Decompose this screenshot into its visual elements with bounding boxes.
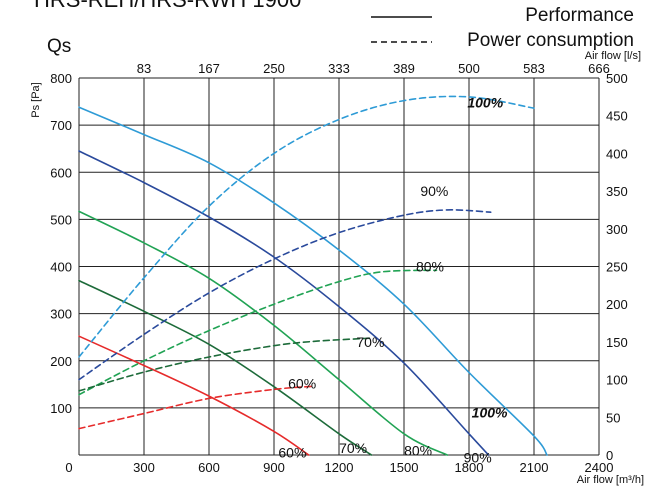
x2-tick-label: 666 <box>588 61 610 76</box>
performance-curve-70 <box>78 279 373 456</box>
x2-tick-label: 333 <box>328 61 350 76</box>
y2-tick-label: 150 <box>606 335 628 350</box>
x-tick-label: 900 <box>263 460 285 475</box>
chart-title: HRS-REH/HRS-RWH 1900 <box>34 0 301 12</box>
curve-annotation-label: 100% <box>472 405 508 421</box>
legend-performance-label: Performance <box>525 5 634 26</box>
performance-curve-60 <box>78 335 310 456</box>
curve-annotation-label: 90% <box>420 183 448 199</box>
y-axis-title: Ps [Pa] <box>30 82 42 117</box>
chart-subtitle: Qs <box>47 36 71 57</box>
x-tick-label: 1800 <box>455 460 484 475</box>
x-tick-label: 600 <box>198 460 220 475</box>
curve-annotation-label: 60% <box>288 375 316 391</box>
x2-tick-label: 167 <box>198 61 220 76</box>
legend-power-label: Power consumption <box>467 30 634 51</box>
power-curve-90 <box>78 209 492 381</box>
performance-curve-100 <box>78 106 548 456</box>
y2-tick-label: 50 <box>606 410 620 425</box>
x-axis-title: Air flow [m³/h] <box>577 474 644 486</box>
curve-annotations: 100% 90% 80% 70% 60% 100% 90% 80% 70% 60% <box>278 95 508 466</box>
x-tick-label: 2400 <box>585 460 614 475</box>
y2-tick-label: 100 <box>606 373 628 388</box>
x2-tick-label: 500 <box>458 61 480 76</box>
y-tick-label: 800 <box>50 71 72 86</box>
x2-tick-label: 389 <box>393 61 415 76</box>
curve-annotation-label: 90% <box>464 449 492 465</box>
power-curve-80 <box>78 269 438 396</box>
curve-annotation-label: 70% <box>339 440 367 456</box>
y2-tick-label: 500 <box>606 71 628 86</box>
curve-annotation-label: 60% <box>278 445 306 461</box>
x-tick-label: 1500 <box>390 460 419 475</box>
y2-tick-label: 300 <box>606 222 628 237</box>
y-tick-label: 600 <box>50 165 72 180</box>
curve-annotation-label: 100% <box>467 95 503 111</box>
x-tick-label: 1200 <box>325 460 354 475</box>
x-tick-label: 300 <box>133 460 155 475</box>
tick-labels: 0 300 600 900 1200 1500 1800 2100 24001002003004… <box>50 61 627 475</box>
x2-tick-label: 250 <box>263 61 285 76</box>
curve-annotation-label: 80% <box>416 259 444 275</box>
power-curve-70 <box>78 337 373 392</box>
y-tick-label: 100 <box>50 401 72 416</box>
y-tick-label: 700 <box>50 118 72 133</box>
y2-tick-label: 250 <box>606 260 628 275</box>
y2-tick-label: 200 <box>606 297 628 312</box>
x2-tick-label: 583 <box>523 61 545 76</box>
power-curve-60 <box>78 385 312 430</box>
y-tick-label: 200 <box>50 354 72 369</box>
y2-tick-label: 450 <box>606 109 628 124</box>
curve-annotation-label: 80% <box>404 442 432 458</box>
curve-annotation-label: 70% <box>356 334 384 350</box>
y2-tick-label: 400 <box>606 146 628 161</box>
performance-curve-80 <box>78 210 449 456</box>
x-tick-label: 0 <box>65 460 72 475</box>
y2-tick-label: 0 <box>606 448 613 463</box>
x-tick-label: 2100 <box>520 460 549 475</box>
legend: Performance Power consumption <box>371 5 634 51</box>
y-tick-label: 500 <box>50 212 72 227</box>
x2-axis-title: Air flow [l/s] <box>585 50 641 62</box>
grid <box>78 77 600 456</box>
x2-tick-label: 83 <box>137 61 151 76</box>
y2-tick-label: 350 <box>606 184 628 199</box>
y-tick-label: 300 <box>50 307 72 322</box>
series-layer <box>78 95 548 456</box>
performance-curve-90 <box>78 150 490 456</box>
power-curve-100 <box>78 95 535 358</box>
y-tick-label: 400 <box>50 260 72 275</box>
